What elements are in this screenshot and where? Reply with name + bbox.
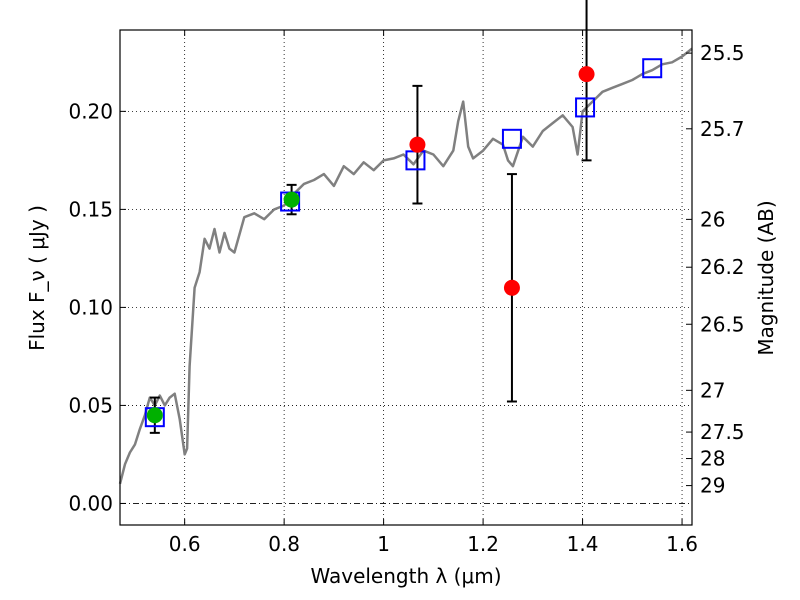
sed-layer bbox=[118, 47, 693, 485]
grid-layer bbox=[120, 30, 692, 525]
green-point bbox=[283, 191, 300, 208]
model-square bbox=[575, 97, 596, 118]
points-layer bbox=[144, 0, 663, 434]
right-tick-label: 26.5 bbox=[700, 312, 745, 336]
x-tick-label: 0.8 bbox=[268, 532, 300, 556]
y-tick-label: 0.05 bbox=[68, 393, 113, 417]
right-tick-label: 28 bbox=[700, 447, 725, 471]
x-tick-label: 0.6 bbox=[169, 532, 201, 556]
frame-layer bbox=[119, 29, 693, 526]
red-point bbox=[503, 279, 520, 296]
y-tick-label: 0.00 bbox=[68, 491, 113, 515]
green-point bbox=[146, 407, 163, 424]
red-point bbox=[578, 66, 595, 83]
model-square bbox=[501, 128, 522, 149]
y-tick-label: 0.10 bbox=[68, 295, 113, 319]
label-layer: Wavelength λ (μm) Flux F_ν ( μJy ) Magni… bbox=[25, 41, 778, 588]
right-tick-label: 26 bbox=[700, 207, 725, 231]
x-tick-label: 1.6 bbox=[666, 532, 698, 556]
model-square bbox=[642, 58, 663, 79]
x-axis-title: Wavelength λ (μm) bbox=[310, 564, 501, 588]
red-point bbox=[409, 136, 426, 153]
x-tick-label: 1 bbox=[377, 532, 390, 556]
right-tick-label: 25.5 bbox=[700, 41, 745, 65]
plot-frame bbox=[119, 29, 693, 526]
x-tick-label: 1.2 bbox=[467, 532, 499, 556]
y-axis-title: Flux F_ν ( μJy ) bbox=[25, 205, 49, 351]
right-tick-label: 26.2 bbox=[700, 255, 745, 279]
x-tick-label: 1.4 bbox=[567, 532, 599, 556]
y-tick-label: 0.20 bbox=[68, 99, 113, 123]
right-tick-label: 29 bbox=[700, 474, 725, 498]
right-tick-label: 27.5 bbox=[700, 420, 745, 444]
right-axis-title: Magnitude (AB) bbox=[754, 200, 778, 355]
y-tick-label: 0.15 bbox=[68, 197, 113, 221]
sed-line bbox=[118, 47, 693, 485]
right-tick-label: 25.7 bbox=[700, 117, 745, 141]
right-tick-label: 27 bbox=[700, 378, 725, 402]
